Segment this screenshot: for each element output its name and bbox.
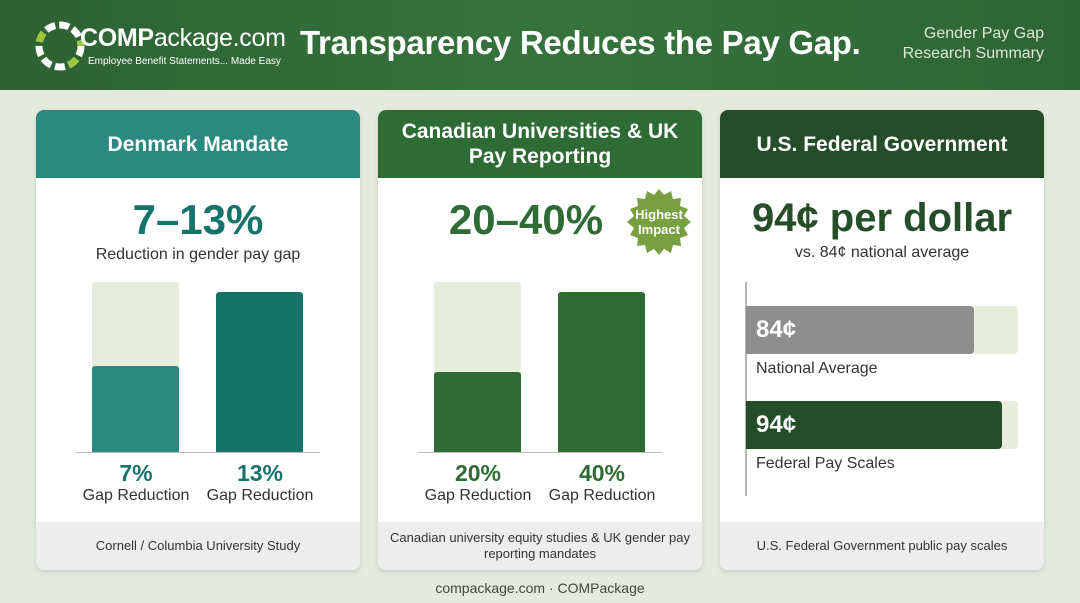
hbar-category-label: Federal Pay Scales: [756, 455, 895, 472]
highest-impact-badge-icon: [627, 189, 691, 255]
bar-value-label: 13%: [236, 460, 284, 486]
card-title: Denmark Mandate: [36, 110, 360, 178]
bar-category-label: Gap Reduction: [206, 487, 314, 504]
card-headline: 7–13%: [132, 196, 264, 243]
card-subtitle: vs. 84¢ national average: [794, 244, 970, 261]
badge-label: Highest Impact: [635, 207, 683, 237]
card-subtitle: Reduction in gender pay gap: [95, 246, 301, 263]
bar-7-percent: [92, 366, 179, 452]
header-subtitle: Gender Pay Gap Research Summary: [902, 25, 1044, 62]
hbar-value-label: 94¢: [756, 411, 797, 438]
logo-wordmark: COMPackage.com: [80, 24, 286, 52]
bar-13-percent: [216, 292, 303, 452]
footer-credit[interactable]: compackage.com · COMPackage: [435, 580, 645, 596]
header-banner: COMPackage.com Employee Benefit Statemen…: [0, 0, 1080, 90]
logo-ring-icon: [35, 21, 85, 71]
card-denmark: Denmark Mandate 7–13% Reduction in gende…: [36, 110, 360, 570]
card-source: Cornell / Columbia University Study: [36, 522, 360, 570]
card-title: Canadian Universities & UK Pay Reporting: [378, 110, 702, 178]
bar-category-label: Gap Reduction: [82, 487, 190, 504]
bar-20-percent: [434, 372, 521, 452]
page-title: Transparency Reduces the Pay Gap.: [300, 24, 861, 61]
bar-value-label: 20%: [454, 460, 502, 486]
card-headline: 20–40%: [448, 196, 604, 243]
bar-value-label: 7%: [119, 460, 153, 486]
card-source: Canadian university equity studies & UK …: [378, 522, 702, 570]
card-source: U.S. Federal Government public pay scale…: [720, 522, 1044, 570]
bar-40-percent: [558, 292, 645, 452]
compackage-logo[interactable]: COMPackage.com Employee Benefit Statemen…: [34, 18, 286, 74]
bar-value-label: 40%: [578, 460, 626, 486]
hbar-value-label: 84¢: [756, 316, 797, 343]
bar-category-label: Gap Reduction: [424, 487, 532, 504]
card-headline: 94¢ per dollar: [751, 196, 1013, 240]
chart-baseline: [76, 452, 320, 453]
logo-tagline: Employee Benefit Statements... Made Easy: [88, 56, 281, 67]
hbar-federal-pay: 94¢: [746, 401, 1002, 449]
card-title: U.S. Federal Government: [720, 110, 1044, 178]
hbar-category-label: National Average: [756, 360, 878, 377]
chart-baseline: [418, 452, 662, 453]
hbar-national-average: 84¢: [746, 306, 974, 354]
hbar-track: 94¢: [746, 401, 1018, 449]
chart-axis-line: [745, 282, 747, 496]
card-canada-uk: Canadian Universities & UK Pay Reporting…: [378, 110, 702, 570]
hbar-track: 84¢: [746, 306, 1018, 354]
card-us-federal: U.S. Federal Government 94¢ per dollar v…: [720, 110, 1044, 570]
bar-category-label: Gap Reduction: [548, 487, 656, 504]
